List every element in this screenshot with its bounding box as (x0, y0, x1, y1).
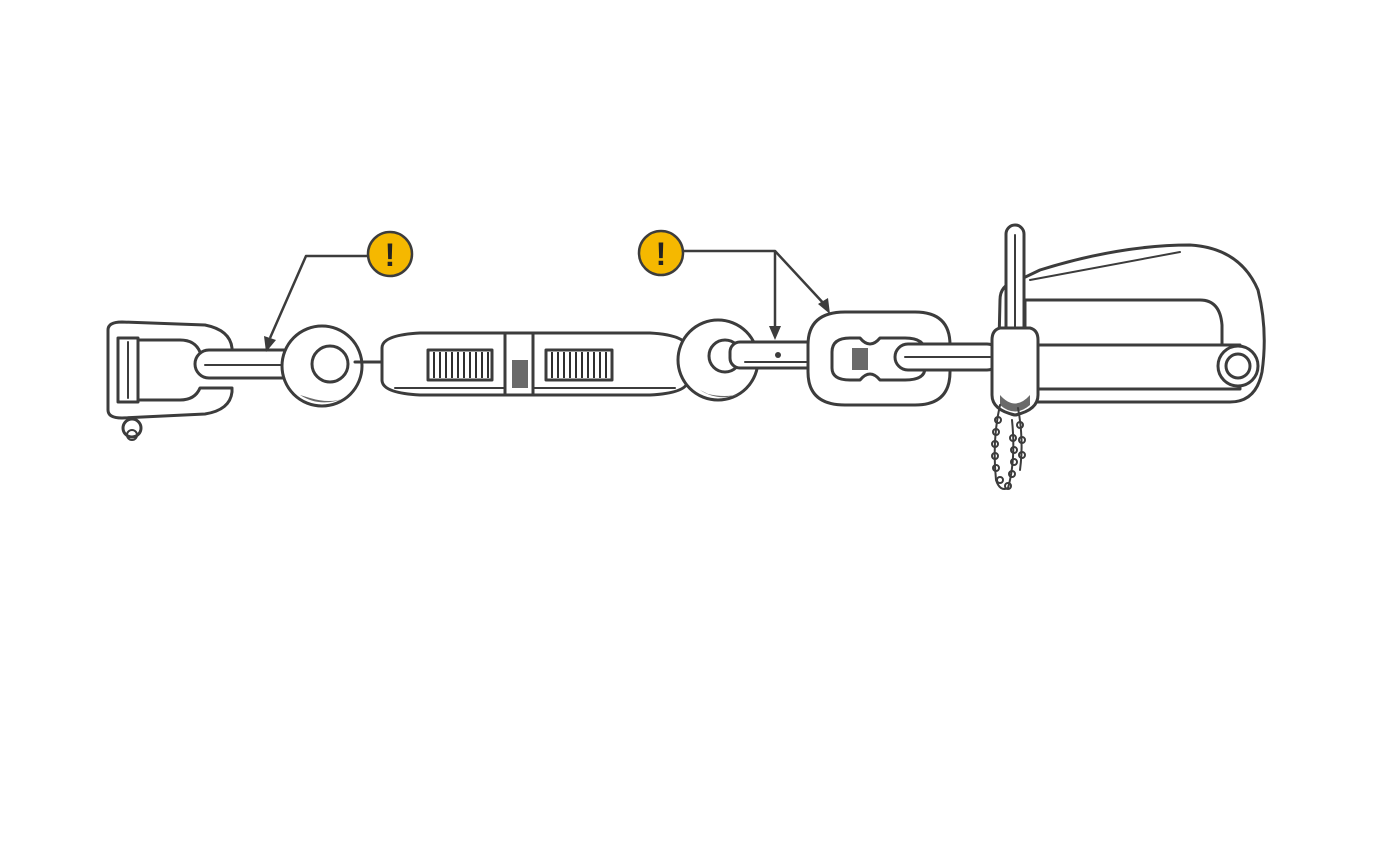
warning-icon (637, 229, 685, 277)
chain-link-hook-side (893, 342, 1002, 372)
arrowhead-2a (769, 326, 781, 340)
warning-symbol-1: ! (385, 237, 396, 273)
warning-icon (366, 230, 414, 278)
lanyard-bead-chain (991, 404, 1026, 490)
warning-callout-2: ! (637, 229, 830, 340)
leader-line-2 (684, 249, 777, 330)
grab-hook-clamp (996, 243, 1266, 404)
leader-line-1 (268, 254, 368, 339)
warning-callout-1: ! (264, 230, 414, 352)
turnbuckle (353, 331, 702, 397)
locking-pin (990, 223, 1040, 417)
leader-line-2b (774, 250, 827, 307)
arrowhead-1 (264, 336, 276, 352)
warning-symbol-2: ! (656, 236, 667, 272)
thread-hatch-right (551, 352, 607, 378)
jaw-clevis-fitting (106, 320, 234, 441)
thread-hatch-left (433, 352, 489, 378)
round-ring-left (280, 324, 364, 408)
arrowhead-2b (818, 298, 830, 314)
